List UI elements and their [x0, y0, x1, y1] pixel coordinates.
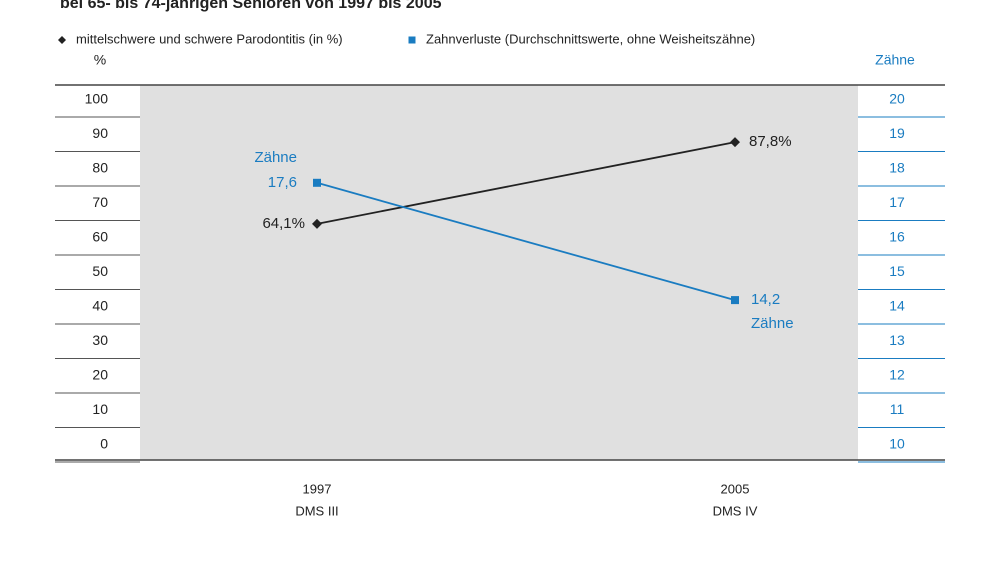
y-tick-label: 40 [92, 298, 108, 314]
point [312, 218, 322, 229]
x-tick-label: 2005 [721, 481, 750, 496]
chart-title: bei 65- bis 74-jährigen Senioren von 199… [60, 0, 442, 12]
value-note: Zähne [751, 315, 794, 332]
legend-marker [408, 36, 416, 44]
y2-tick-label: 12 [889, 367, 905, 383]
y-tick-label: 80 [92, 160, 108, 176]
y-tick-label: 10 [92, 401, 108, 417]
x-tick-label: DMS III [295, 503, 338, 518]
y-tick-label: 60 [92, 229, 108, 245]
y-tick-label: 70 [92, 194, 108, 210]
series-line [316, 181, 736, 301]
value-label: 17,6 [268, 174, 297, 191]
value-label: 14,2 [751, 291, 780, 308]
y2-tick-label: 19 [889, 125, 905, 141]
y2-tick-label: 16 [889, 229, 905, 245]
point [313, 178, 321, 187]
y2-tick-label: 14 [889, 298, 905, 314]
legend-marker [58, 36, 66, 44]
legend-label: mittelschwere und schwere Parodontitis (… [76, 31, 343, 46]
y-tick-label: 100 [85, 91, 109, 107]
y2-axis-label: Zähne [875, 52, 915, 68]
value-note: Zähne [254, 149, 297, 166]
y2-tick-label: 20 [889, 91, 905, 107]
x-tick-label: 1997 [303, 481, 332, 496]
y2-tick-label: 17 [889, 194, 905, 210]
y2-tick-label: 18 [889, 160, 905, 176]
value-label: 87,8% [749, 133, 792, 150]
plot-area [140, 85, 858, 460]
y-tick-label: 0 [100, 436, 108, 452]
y-tick-label: 30 [92, 332, 108, 348]
y-tick-label: 50 [92, 263, 108, 279]
value-label: 64,1% [262, 215, 305, 232]
point [730, 137, 740, 148]
x-tick-label: DMS IV [713, 503, 758, 518]
y-tick-label: 20 [92, 367, 108, 383]
y-tick-label: 90 [92, 125, 108, 141]
y2-tick-label: 13 [889, 332, 905, 348]
y-axis-label: % [94, 52, 106, 68]
series-line [316, 141, 736, 225]
point [731, 296, 739, 305]
y2-tick-label: 10 [889, 436, 905, 452]
y2-tick-label: 11 [890, 401, 905, 417]
legend-label: Zahnverluste (Durchschnittswerte, ohne W… [426, 31, 755, 46]
y2-tick-label: 15 [889, 263, 905, 279]
